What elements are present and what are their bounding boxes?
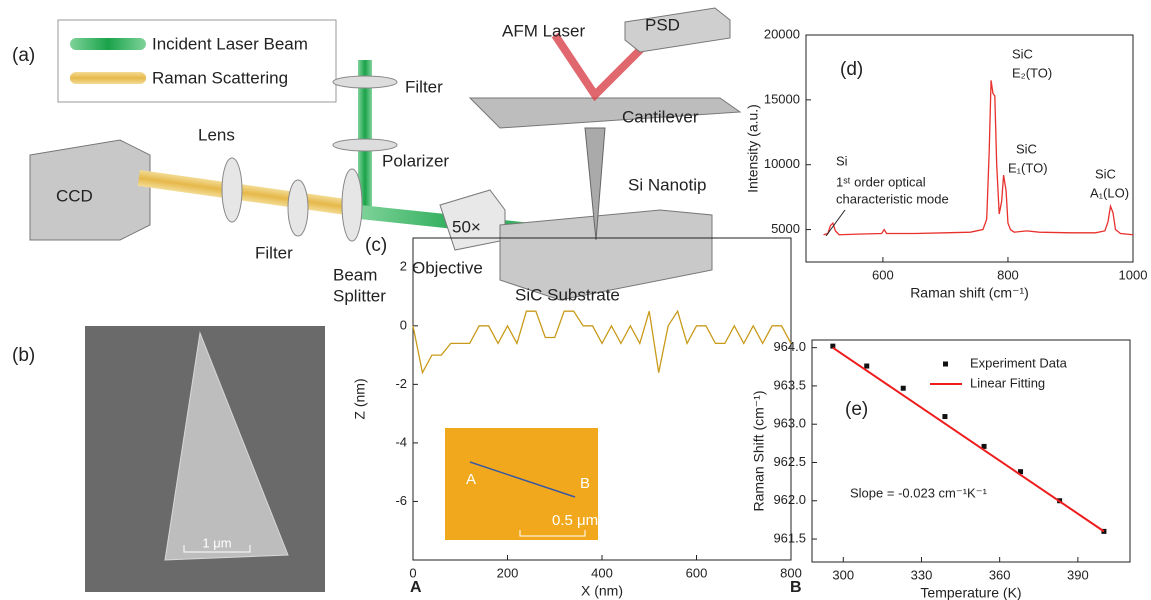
- annotation: E₁(TO): [1008, 160, 1048, 175]
- setup-diagram: (a) Incident Laser Beam Raman Scattering…: [12, 8, 740, 305]
- y-tick-label: 962.0: [773, 492, 806, 507]
- annotation-arrow: [826, 210, 845, 236]
- y-tick-label: 963.0: [773, 416, 806, 431]
- diagram-label: Cantilever: [622, 107, 699, 126]
- filter: [333, 76, 397, 88]
- x-tick-label: 600: [872, 267, 894, 282]
- diagram-label: PSD: [645, 15, 680, 34]
- diagram-label: Filter: [405, 77, 443, 96]
- diagram-label: Splitter: [333, 286, 386, 305]
- diagram-label: Filter: [255, 243, 293, 262]
- plot-frame: [812, 340, 1130, 562]
- x-axis-label: Temperature (K): [920, 585, 1021, 600]
- annotation: A₁(LO): [1090, 185, 1129, 200]
- diagram-label: Polarizer: [382, 151, 449, 170]
- y-tick-label: -6: [395, 493, 407, 508]
- diagram-label: Beam: [333, 265, 377, 284]
- y-tick-label: 10000: [764, 156, 800, 171]
- annotation: SiC: [1016, 141, 1037, 156]
- annotation: Si: [836, 153, 848, 168]
- page: {"diagram": {"label": "(a)", "legend": […: [0, 0, 1151, 600]
- polarizer: [333, 139, 397, 151]
- x-tick-label: 330: [911, 567, 933, 582]
- cantilever: [470, 98, 740, 128]
- annotation: Slope = -0.023 cm⁻¹K⁻¹: [850, 485, 988, 500]
- annotation: A: [410, 579, 422, 596]
- x-tick-label: 390: [1067, 567, 1089, 582]
- panel-label: (b): [12, 345, 35, 366]
- series-line: [824, 80, 1133, 234]
- y-tick-label: 964.0: [773, 339, 806, 354]
- x-tick-label: 300: [832, 567, 854, 582]
- x-tick-label: 1000: [1119, 267, 1148, 282]
- y-tick-label: 15000: [764, 91, 800, 106]
- annotation: E₂(TO): [1012, 65, 1052, 80]
- panel-label: (a): [12, 45, 35, 66]
- y-tick-label: 2: [400, 259, 407, 274]
- y-tick-label: 20000: [764, 26, 800, 41]
- legend-text: Raman Scattering: [152, 68, 288, 87]
- data-point: [901, 386, 906, 391]
- y-axis-label: Raman Shift (cm⁻¹): [751, 391, 767, 512]
- filter: [288, 180, 308, 236]
- panel-label: (c): [365, 235, 387, 256]
- y-tick-label: 0: [400, 317, 407, 332]
- diagram-label: 50×: [452, 217, 481, 236]
- series-line: [833, 348, 1104, 532]
- annotation: SiC: [1012, 46, 1033, 61]
- x-tick-label: 360: [989, 567, 1011, 582]
- legend-text: Incident Laser Beam: [152, 34, 308, 53]
- y-tick-label: -2: [395, 376, 407, 391]
- y-tick-label: 963.5: [773, 377, 806, 392]
- legend-label: Experiment Data: [970, 355, 1068, 370]
- panel-label: (e): [845, 399, 868, 420]
- diagram-label: SiC Substrate: [515, 285, 620, 304]
- data-point: [942, 414, 947, 419]
- legend-label: Linear Fitting: [970, 375, 1045, 390]
- diagram-label: Lens: [198, 125, 235, 144]
- legend-yellow: [70, 72, 146, 84]
- beam-splitter: [342, 169, 362, 241]
- raman-beam: [138, 170, 368, 218]
- x-tick-label: 800: [997, 267, 1019, 282]
- figure: (a) Incident Laser Beam Raman Scattering…: [0, 0, 1151, 600]
- diagram-label: AFM Laser: [502, 21, 585, 40]
- x-tick-label: 200: [497, 565, 519, 580]
- y-tick-label: 5000: [771, 221, 800, 236]
- series-line: [413, 311, 791, 372]
- diagram-label: Si Nanotip: [628, 175, 706, 194]
- annotation: B: [790, 579, 802, 596]
- y-tick-label: 962.5: [773, 454, 806, 469]
- data-point: [864, 364, 869, 369]
- lens: [222, 158, 242, 222]
- x-axis-label: X (nm): [581, 583, 623, 599]
- legend-marker: [943, 362, 948, 367]
- y-tick-label: -4: [395, 434, 407, 449]
- annotation: 1ˢᵗ order optical: [836, 174, 926, 189]
- scale-label: 1 μm: [202, 535, 231, 550]
- annotation: SiC: [1095, 166, 1116, 181]
- legend-box: [58, 20, 336, 102]
- diagram-label: CCD: [56, 186, 93, 205]
- sem-image: (b) 1 μm: [12, 326, 325, 592]
- annotation: characteristic mode: [836, 191, 949, 206]
- x-tick-label: 800: [780, 565, 802, 580]
- annotation: 0.5 μm: [552, 512, 598, 529]
- y-axis-label: Z (nm): [352, 378, 368, 419]
- x-tick-label: 400: [591, 565, 613, 580]
- legend-green: [70, 38, 146, 50]
- y-tick-label: 961.5: [773, 530, 806, 545]
- y-axis-label: Intensity (a.u.): [745, 104, 761, 193]
- x-tick-label: 0: [409, 565, 416, 580]
- panel-label: (d): [840, 59, 863, 80]
- diagram-label: Objective: [412, 258, 483, 277]
- x-tick-label: 600: [686, 565, 708, 580]
- x-axis-label: Raman shift (cm⁻¹): [910, 285, 1029, 301]
- annotation: A: [466, 471, 476, 488]
- annotation: B: [580, 475, 590, 492]
